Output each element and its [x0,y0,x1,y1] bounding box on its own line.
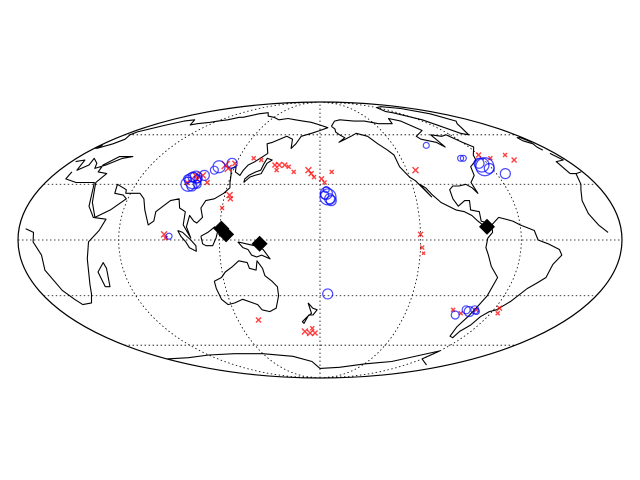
cross-marker [275,161,283,169]
diamond-markers [213,218,496,252]
circle-marker [461,305,471,315]
cross-marker [312,330,319,337]
circle-marker [165,232,173,240]
north-america-coast [330,117,493,228]
circle-marker [193,174,203,184]
greenland-coast [376,106,470,136]
circle-marker [226,157,238,169]
coastlines [25,106,609,369]
circle-marker [209,165,219,175]
cross-marker [219,205,225,211]
cross-marker [311,174,317,180]
circle-marker [499,168,511,180]
circle-marker [472,307,480,316]
cross-marker [274,167,280,173]
cross-marker [281,162,288,169]
cross-marker [487,155,493,161]
circle-marker [450,310,460,320]
cross-marker [322,179,328,185]
south-america-coast [449,216,563,339]
graticule [18,101,622,379]
cross-marker [309,325,315,331]
madagascar-coast [97,262,111,288]
circle-marker [322,186,330,194]
diamond-marker [251,235,268,252]
japan-coast [243,157,273,183]
cross-marker [163,235,169,241]
circle-marker [459,154,467,162]
cross-marker [224,164,233,173]
cross-marker [258,157,264,163]
circle-marker [320,190,330,200]
circle-marker [457,154,465,162]
circle-marker [463,305,475,318]
circle-marker [483,162,495,175]
circle-markers [165,141,511,320]
sumatra-coast [177,229,197,252]
cross-marker [412,166,420,174]
meridian-line [319,101,522,379]
circle-marker [325,195,337,207]
cross-marker [496,305,503,312]
diamond-marker [218,226,235,243]
cross-marker [255,317,262,324]
cross-marker [495,310,501,316]
cross-marker [251,155,257,161]
antarctica-coast [166,350,441,369]
circle-marker [180,176,196,192]
cross-marker [286,164,292,170]
cross-marker [227,195,234,202]
cross-marker [291,169,297,175]
circle-marker [322,288,334,300]
meridian-line [319,101,422,379]
cross-marker [475,152,482,158]
africa-coast [25,171,609,306]
map-boundary [17,101,623,379]
meridian-line [118,101,321,379]
cross-markers [160,152,518,337]
uk-coast [94,137,544,151]
borneo-coast [200,226,219,247]
circle-marker [186,180,198,192]
australia-coast [213,260,280,313]
diamond-marker [479,218,496,235]
cross-marker [421,251,426,256]
cross-marker [419,245,425,251]
circle-marker [212,160,226,174]
circle-marker [192,179,202,189]
circle-marker [422,141,430,149]
meridian-line [218,101,321,379]
cross-marker [511,156,518,163]
cross-marker [417,231,424,238]
new-zealand-coast [301,302,318,324]
circle-marker [198,169,210,181]
circle-marker [473,157,485,169]
cross-marker [329,169,335,175]
new-guinea-coast [237,241,271,260]
cross-marker [502,152,508,158]
cross-marker [301,327,309,335]
